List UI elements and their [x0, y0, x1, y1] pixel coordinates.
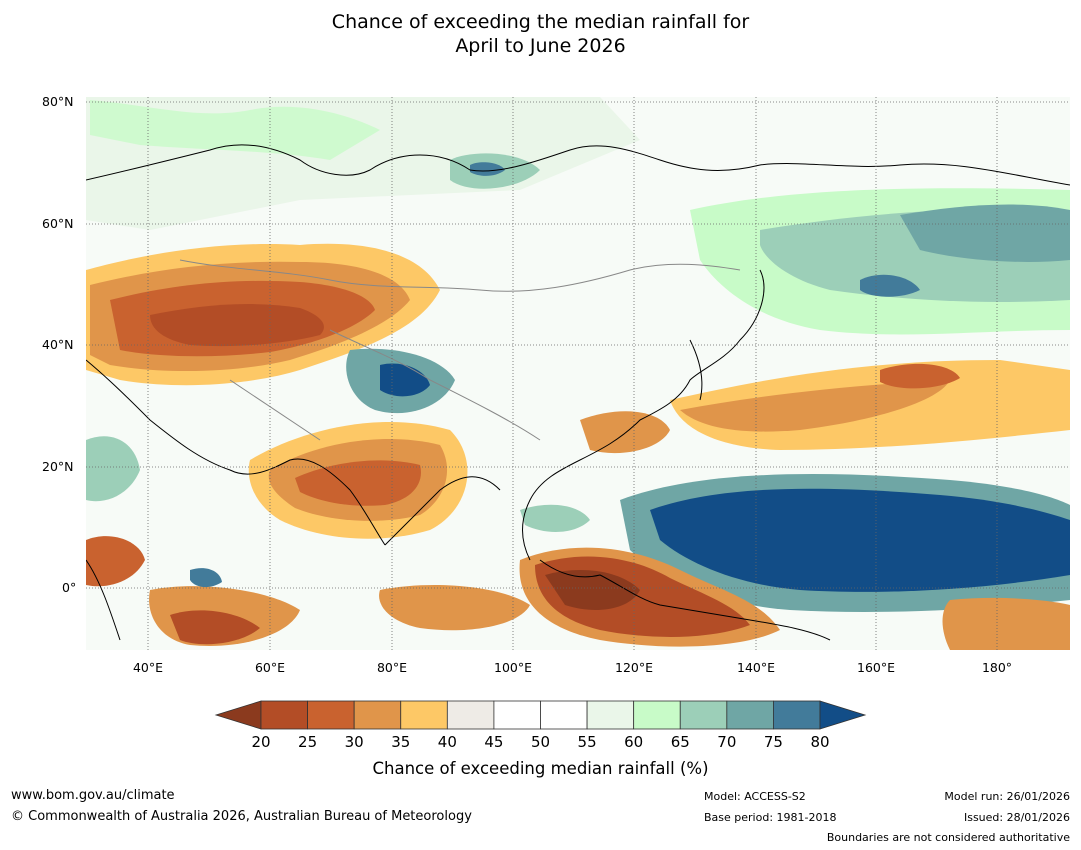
pacific-dry-band-core — [680, 380, 950, 432]
colorbar-tick-label: 30 — [344, 733, 364, 751]
colorbar-tick-label: 70 — [717, 733, 737, 751]
lat-label-60n: 60°N — [42, 216, 74, 231]
colorbar — [214, 700, 867, 730]
colorbar-bin — [679, 700, 728, 730]
indian-ocean-dry-core — [170, 610, 260, 645]
country-boundaries — [179, 259, 741, 441]
lon-label-60e: 60°E — [254, 660, 286, 675]
colorbar-tick-label: 60 — [624, 733, 644, 751]
maritime-continent-dry-core — [545, 570, 640, 610]
arctic-wet-core — [90, 100, 380, 160]
coastlines — [86, 144, 1070, 641]
lon-label-140e: 140°E — [736, 660, 776, 675]
arabia-wet-patch — [86, 436, 140, 502]
east-africa-coastline — [86, 559, 121, 641]
map-title-line1: Chance of exceeding the median rainfall … — [331, 11, 750, 33]
equatorial-dry-region — [379, 585, 530, 631]
colorbar-bin — [446, 700, 495, 730]
pacific-dry-patch — [880, 363, 960, 389]
colorbar-bin — [586, 700, 635, 730]
lon-label-160e: 160°E — [856, 660, 896, 675]
east-africa-dry-patch — [86, 536, 145, 587]
kamchatka-wet-core — [860, 274, 920, 297]
rainfall-map — [86, 97, 1070, 650]
lon-label-180: 180° — [981, 660, 1013, 675]
colorbar-bin — [726, 700, 774, 730]
south-china-dry-region — [580, 411, 670, 454]
rainfall-anomaly-fields — [86, 97, 1070, 650]
tibet-wet-core — [380, 363, 430, 397]
lat-label-20n: 20°N — [42, 459, 74, 474]
copyright-notice: © Commonwealth of Australia 2026, Austra… — [11, 809, 472, 824]
colorbar-bin — [493, 700, 541, 730]
lat-label-40n: 40°N — [42, 337, 74, 352]
south-pacific-dry-patch — [942, 597, 1070, 650]
map-title: Chance of exceeding the median rainfall … — [0, 10, 1081, 58]
colorbar-bin — [633, 700, 681, 730]
colorbar-bin — [540, 700, 588, 730]
bay-of-bengal-coastline — [384, 476, 501, 546]
colorbar-bin — [353, 700, 402, 730]
indochina-wet-patch — [520, 504, 590, 532]
central-asia-dry-core — [150, 304, 324, 347]
lat-label-0: 0° — [62, 580, 77, 595]
colorbar-tick-label: 65 — [670, 733, 690, 751]
colorbar-tick-label: 35 — [391, 733, 411, 751]
colorbar-tick-label: 75 — [763, 733, 783, 751]
colorbar-label: Chance of exceeding median rainfall (%) — [372, 759, 709, 778]
colorbar-bin — [773, 700, 821, 730]
colorbar-tick-label: 50 — [530, 733, 551, 751]
colorbar-below-min-arrow — [214, 700, 262, 730]
graticule — [86, 97, 1070, 650]
map-title-line2: April to June 2026 — [455, 35, 626, 57]
lat-label-80n: 80°N — [42, 94, 74, 109]
colorbar-tick-label: 45 — [484, 733, 504, 751]
arctic-coastline — [86, 144, 1070, 186]
colorbar-tick-label: 80 — [810, 733, 830, 751]
himalaya-border — [329, 329, 541, 441]
south-asia-coastline — [86, 359, 386, 546]
colorbar-bin — [307, 700, 355, 730]
base-period: Base period: 1981-2018 — [704, 811, 837, 824]
colorbar-tick-label: 40 — [437, 733, 457, 751]
website-link[interactable]: www.bom.gov.au/climate — [11, 788, 175, 803]
russia-southern-border — [179, 259, 741, 292]
far-east-wet-inner — [900, 204, 1070, 262]
siberia-wet-core — [470, 162, 505, 176]
boundaries-disclaimer: Boundaries are not considered authoritat… — [826, 831, 1070, 844]
east-asia-coastline — [522, 269, 765, 561]
lon-label-40e: 40°E — [132, 660, 164, 675]
issued-date: Issued: 28/01/2026 — [963, 811, 1070, 824]
india-dry-core — [295, 460, 421, 506]
indian-ocean-wet-patch — [190, 568, 222, 588]
lon-label-80e: 80°E — [376, 660, 408, 675]
pacific-wet-core — [650, 488, 1070, 592]
colorbar-above-max-arrow — [819, 700, 867, 730]
afghanistan-border — [229, 379, 321, 441]
lon-label-100e: 100°E — [493, 660, 533, 675]
colorbar-tick-label: 20 — [251, 733, 271, 751]
colorbar-bin — [400, 700, 448, 730]
colorbar-bin — [260, 700, 308, 730]
model-run-date: Model run: 26/01/2026 — [944, 790, 1070, 803]
model-name: Model: ACCESS-S2 — [704, 790, 806, 803]
colorbar-tick-label: 25 — [298, 733, 318, 751]
colorbar-tick-label: 55 — [577, 733, 597, 751]
maritime-continent-coastline — [539, 559, 831, 641]
lon-label-120e: 120°E — [614, 660, 654, 675]
